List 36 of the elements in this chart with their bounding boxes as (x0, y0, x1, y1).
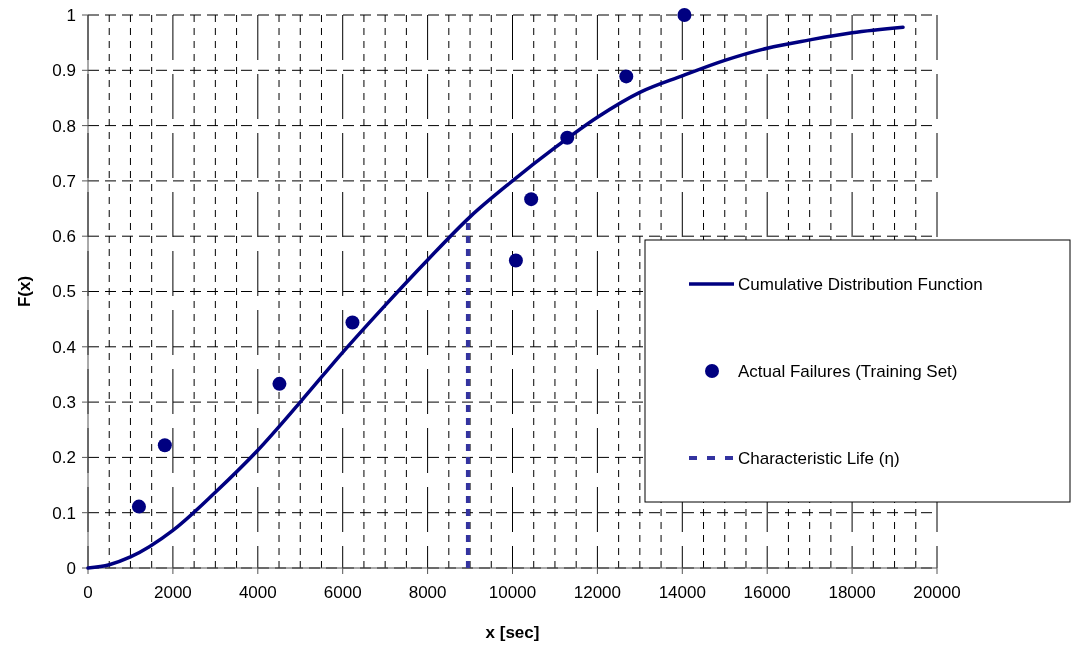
y-tick-label: 0.4 (52, 337, 76, 357)
y-tick-label: 0.8 (52, 116, 76, 136)
legend-label: Cumulative Distribution Function (738, 274, 983, 294)
point (560, 130, 575, 145)
y-tick-label: 0.9 (52, 61, 76, 81)
y-tick-label: 0.3 (52, 393, 76, 413)
x-tick-label: 12000 (573, 583, 622, 602)
x-tick-label: 4000 (238, 583, 277, 602)
point (157, 438, 172, 453)
y-tick-label: 0.5 (52, 282, 76, 302)
x-tick-label: 6000 (323, 583, 362, 602)
y-tick-label: 0.6 (52, 227, 76, 247)
point (272, 376, 287, 391)
x-tick-label: 0 (83, 583, 93, 602)
point (508, 253, 523, 268)
legend-label: Characteristic Life (η) (738, 448, 900, 468)
point (524, 192, 539, 207)
x-axis-title: x [sec] (485, 623, 540, 642)
x-tick-label: 16000 (743, 583, 791, 602)
y-tick-label: 1 (66, 5, 76, 25)
point (677, 8, 692, 22)
y-tick-label: 0.1 (52, 503, 76, 523)
x-tick-label: 18000 (828, 583, 876, 602)
y-tick-label: 0.2 (52, 448, 76, 468)
x-tick-label: 10000 (488, 583, 537, 602)
x-tick-label: 2000 (153, 583, 192, 602)
y-tick-label: 0 (66, 558, 76, 578)
point (345, 315, 360, 330)
x-tick-label: 20000 (913, 583, 961, 602)
y-tick-label: 0.7 (52, 171, 76, 191)
x-tick-label: 8000 (408, 583, 447, 602)
point (619, 69, 634, 84)
legend-label: Actual Failures (Training Set) (738, 361, 958, 381)
y-axis-title: F(x) (15, 275, 34, 308)
point (131, 499, 146, 514)
x-tick-label: 14000 (658, 583, 706, 602)
